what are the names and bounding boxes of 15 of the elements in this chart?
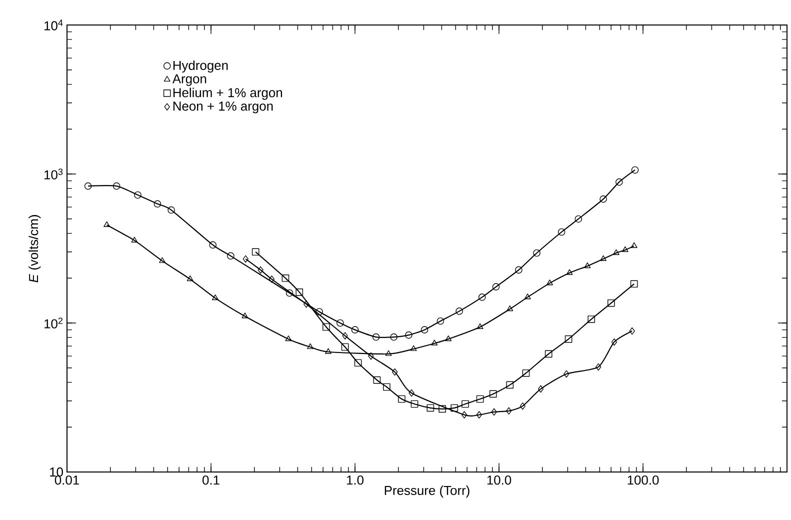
x-tick-label: 1.0 xyxy=(346,476,364,485)
y-tick-label: 10$^{2}$ xyxy=(44,318,63,328)
y-axis-title: E (volts/cm) xyxy=(28,215,41,282)
x-tick-label: 100.0 xyxy=(628,476,659,485)
legend-label: Argon xyxy=(172,74,206,86)
legend-label: Helium + 1% argon xyxy=(173,88,282,100)
legend-label: Neon + 1% argon xyxy=(173,102,273,114)
x-axis-title: Pressure (Torr) xyxy=(384,486,470,498)
x-tick-label: 0.1 xyxy=(202,476,220,485)
y-tick-label: 10 xyxy=(50,467,63,477)
x-tick-label: 0.01 xyxy=(54,476,79,485)
legend-label: Hydrogen xyxy=(173,60,228,73)
y-tick-label: 10$^{3}$ xyxy=(44,168,63,180)
x-tick-label: 10.0 xyxy=(487,476,512,485)
y-tick-label: 10$^{4}$ xyxy=(44,20,63,30)
